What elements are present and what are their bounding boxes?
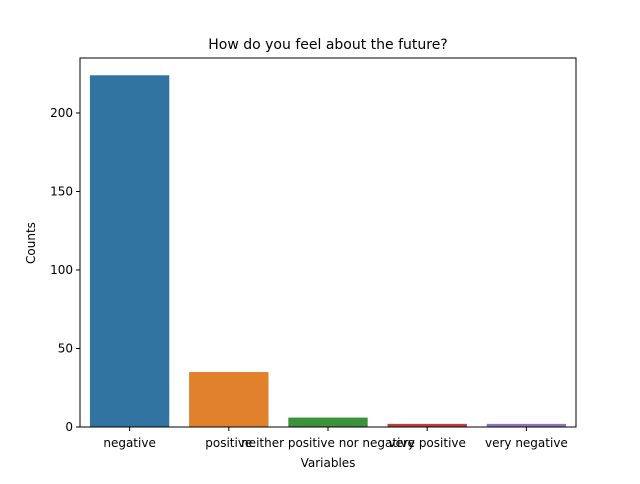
chart-title: How do you feel about the future?: [208, 37, 448, 53]
plot-frame: [79, 57, 577, 428]
y-tick-label: 100: [50, 263, 73, 277]
x-axis-label: Variables: [301, 456, 356, 470]
x-tick-label: very negative: [485, 436, 568, 450]
bar-very-positive: [387, 423, 467, 427]
bars-group: [89, 75, 567, 427]
y-axis-ticks: 0 50 100 150 200: [50, 106, 80, 434]
x-tick-label: positive: [205, 436, 252, 450]
y-axis-label: Counts: [24, 222, 38, 264]
bar-positive: [189, 372, 269, 427]
bar-very-negative: [486, 423, 567, 427]
x-tick-label: neither positive nor negative: [241, 436, 415, 450]
y-tick-label: 50: [58, 341, 73, 355]
x-tick-label: negative: [103, 436, 155, 450]
bar-negative: [89, 75, 170, 427]
y-tick-label: 0: [65, 420, 73, 434]
bar-neither-positive-nor-negative: [288, 417, 368, 427]
y-tick-label: 150: [50, 184, 73, 198]
y-tick-label: 200: [50, 106, 73, 120]
x-tick-label: very positive: [388, 436, 465, 450]
